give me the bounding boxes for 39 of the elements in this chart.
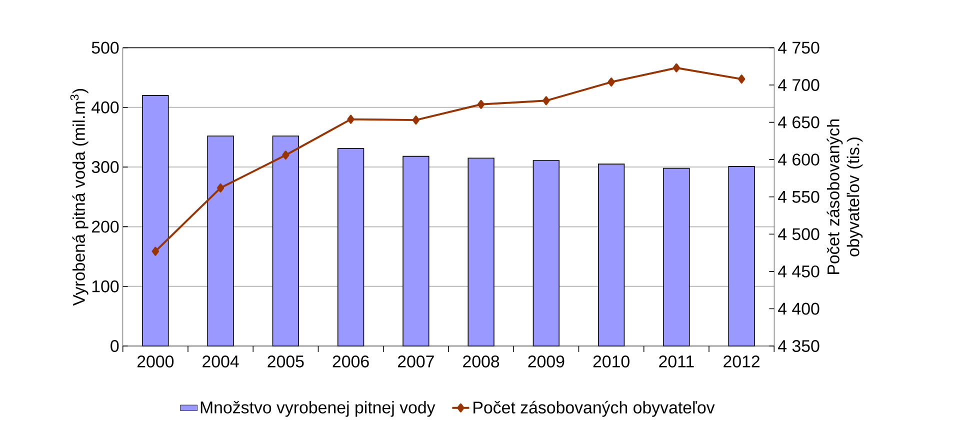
y2-tick-label: 4 400 xyxy=(778,302,820,314)
point xyxy=(542,96,550,105)
y2-tick-label: 4 350 xyxy=(778,340,820,352)
y-tick-label: 100 xyxy=(92,280,119,292)
y-axis-title: Vyrobená pitná voda (mil.m$^{3}$) xyxy=(70,88,88,306)
point xyxy=(152,246,160,256)
y2-tick-label: 4 700 xyxy=(778,78,820,91)
x-tick-label: 2008 xyxy=(463,355,500,368)
point xyxy=(608,77,615,86)
y-tick-label: 200 xyxy=(92,220,119,232)
point xyxy=(672,63,680,72)
x-tick-label: 2000 xyxy=(137,355,174,368)
x-tick-label: 2005 xyxy=(268,355,304,368)
legend-label: Množstvo vyrobenej pitnej vody xyxy=(200,400,436,417)
y2-tick-label: 4 450 xyxy=(778,265,820,278)
point xyxy=(412,115,420,124)
legend-label: Počet zásobovaných obyvateľov xyxy=(474,400,715,417)
y-tick-label: 500 xyxy=(92,42,119,54)
x-tick-label: 2009 xyxy=(528,355,564,368)
y-tick-label: 400 xyxy=(92,101,119,114)
x-tick-label: 2010 xyxy=(593,355,630,368)
x-tick-label: 2011 xyxy=(659,355,694,368)
point xyxy=(738,74,746,84)
y2-tick-label: 4 750 xyxy=(778,42,820,54)
x-tick-label: 2007 xyxy=(398,355,434,368)
y-tick-label: 300 xyxy=(92,160,119,173)
point xyxy=(347,114,354,124)
y-tick-label: 0 xyxy=(110,340,119,352)
y2-axis-title: Počet zásobovaných obyvateľov (tis.) xyxy=(826,119,863,274)
point xyxy=(282,150,290,160)
x-tick-label: 2006 xyxy=(332,355,369,368)
point xyxy=(477,100,485,109)
y2-tick-label: 4 500 xyxy=(778,228,820,240)
y2-tick-label: 4 550 xyxy=(778,190,820,203)
y2-tick-label: 4 600 xyxy=(778,153,820,166)
point xyxy=(216,183,224,192)
x-tick-label: 2012 xyxy=(724,355,760,368)
y2-tick-label: 4 650 xyxy=(778,116,820,128)
x-tick-label: 2004 xyxy=(202,355,239,368)
